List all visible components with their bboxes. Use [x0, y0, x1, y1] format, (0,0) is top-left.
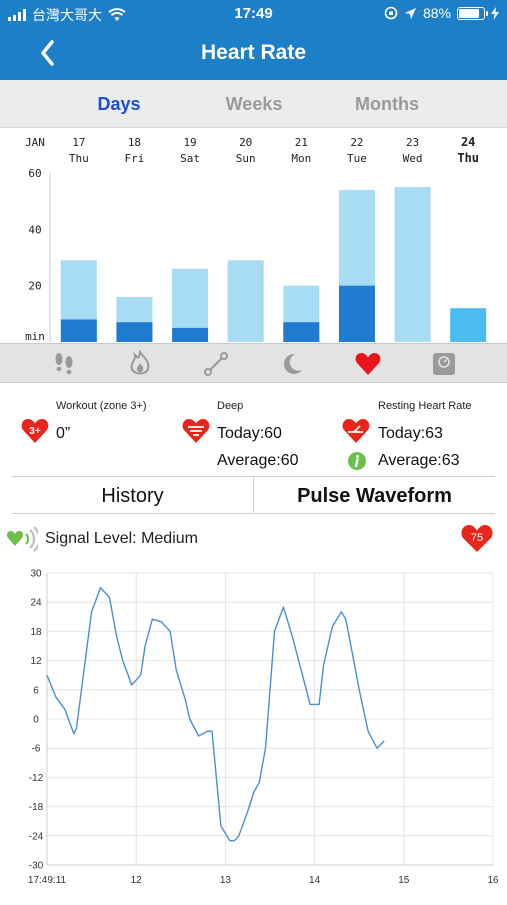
deep-sleep-bar[interactable] — [338, 285, 375, 342]
y-tick-label: 40 — [28, 223, 41, 236]
day-weekday-label[interactable]: Thu — [69, 152, 89, 165]
segment-months[interactable]: Months — [355, 94, 419, 114]
distance-icon[interactable] — [202, 350, 230, 378]
day-date-label[interactable]: 23 — [406, 136, 419, 149]
y-tick-label: 18 — [30, 627, 42, 638]
workout-value: 0” — [56, 425, 71, 442]
signal-level-label: Signal Level: Medium — [45, 530, 198, 547]
carrier-label: 台灣大哥大 — [32, 7, 102, 23]
day-weekday-label[interactable]: Sat — [180, 152, 200, 165]
day-date-label[interactable]: 18 — [128, 136, 141, 149]
day-date-label[interactable]: 21 — [295, 136, 308, 149]
y-tick-label: min — [25, 330, 45, 343]
day-date-label[interactable]: 20 — [239, 136, 252, 149]
month-label: JAN — [25, 136, 45, 149]
y-tick-label: -30 — [29, 861, 44, 872]
y-tick-label: -18 — [29, 802, 44, 813]
resting-label: Resting Heart Rate — [378, 400, 472, 412]
x-tick-label: 13 — [220, 875, 232, 886]
bpm-heart-badge: 75 — [461, 525, 493, 552]
segment-days[interactable]: Days — [97, 94, 141, 114]
back-chevron-icon[interactable] — [34, 36, 64, 70]
tab-divider — [253, 477, 254, 513]
period-segmented-control: Days Weeks Months — [0, 80, 507, 128]
tab-pulse-waveform[interactable]: Pulse Waveform — [297, 485, 452, 507]
wifi-icon — [108, 8, 126, 21]
status-bar: 台灣大哥大 17:49 88% — [0, 0, 507, 28]
resting-average-value: Average:63 — [378, 452, 460, 469]
resting-heart-icon — [342, 419, 370, 443]
day-weekday-label[interactable]: Mon — [291, 152, 311, 165]
total-sleep-bar[interactable] — [227, 260, 264, 342]
x-tick-label: 16 — [487, 875, 499, 886]
day-date-label[interactable]: 22 — [350, 136, 363, 149]
page-title: Heart Rate — [200, 41, 307, 64]
day-weekday-label[interactable]: Fri — [125, 152, 145, 165]
y-tick-label: -6 — [32, 744, 41, 755]
day-weekday-label[interactable]: Wed — [403, 152, 423, 165]
info-icon[interactable] — [347, 451, 367, 471]
y-tick-label: 6 — [33, 685, 39, 696]
cellular-signal-icon — [8, 9, 26, 21]
sleep-bar-chart: 60 40 20 min JAN 17 Thu 18 Fri 19 Sat 20 Sun 21 Mon 22 T… — [0, 128, 507, 343]
bpm-value: 75 — [471, 532, 483, 544]
y-tick-label: 12 — [30, 656, 42, 667]
signal-heart-icon — [7, 526, 38, 552]
segment-weeks[interactable]: Weeks — [225, 94, 283, 114]
scale-icon[interactable] — [430, 350, 458, 378]
pulse-waveform-chart: 30 24 18 12 6 0 -6 -12 -18 -24 -30 17:49:11 12 13 14 15… — [0, 560, 507, 900]
y-tick-label: 24 — [30, 598, 42, 609]
x-tick-label: 17:49:11 — [28, 875, 67, 886]
y-tick-label: 20 — [28, 280, 41, 293]
battery-icon — [457, 6, 488, 20]
workout-badge-text: 3+ — [29, 426, 41, 437]
rotation-lock-icon — [384, 6, 398, 20]
x-tick-label: 12 — [131, 875, 143, 886]
steps-icon[interactable] — [50, 350, 78, 378]
heart-stats-panel: 3+ Workout (zone 3+) 0” Deep Today:60 Av… — [0, 390, 507, 475]
calories-flame-icon[interactable] — [126, 350, 154, 378]
day-date-label[interactable]: 17 — [72, 136, 85, 149]
deep-label: Deep — [217, 400, 244, 412]
workout-heart-icon: 3+ — [21, 419, 49, 443]
deep-sleep-bar[interactable] — [172, 327, 209, 342]
total-sleep-bar[interactable] — [450, 308, 487, 342]
y-tick-label: 60 — [28, 167, 41, 180]
status-time: 17:49 — [234, 5, 273, 22]
nav-bar: Heart Rate — [0, 28, 507, 80]
y-tick-label: 30 — [30, 569, 42, 580]
day-weekday-label[interactable]: Thu — [457, 151, 479, 165]
deep-sleep-heart-icon — [182, 419, 210, 443]
deep-sleep-bar[interactable] — [60, 319, 97, 342]
pulse-waveform-line — [46, 586, 385, 842]
metric-icon-bar — [0, 343, 507, 383]
deep-sleep-bar[interactable] — [283, 322, 320, 342]
x-tick-label: 15 — [398, 875, 410, 886]
deep-average-value: Average:60 — [217, 452, 299, 469]
location-arrow-icon — [404, 7, 416, 19]
history-pulse-tabs: History Pulse Waveform — [12, 476, 495, 514]
day-date-label[interactable]: 24 — [461, 135, 475, 149]
deep-sleep-bar[interactable] — [116, 322, 153, 342]
y-tick-label: -12 — [29, 773, 44, 784]
total-sleep-bar[interactable] — [394, 187, 431, 342]
heart-icon[interactable] — [354, 350, 382, 378]
charging-bolt-icon — [491, 6, 499, 20]
y-tick-label: 0 — [33, 715, 39, 726]
y-tick-label: -24 — [29, 831, 44, 842]
x-tick-label: 14 — [309, 875, 321, 886]
sleep-bar-chart-svg: 60 40 20 min JAN 17 Thu 18 Fri 19 Sat 20 Sun 21 Mon 22 T… — [25, 135, 487, 343]
pulse-waveform-svg: 30 24 18 12 6 0 -6 -12 -18 -24 -30 17:49:11 12 13 14 15… — [28, 569, 499, 887]
day-date-label[interactable]: 19 — [183, 136, 196, 149]
sleep-moon-icon[interactable] — [278, 350, 306, 378]
day-weekday-label[interactable]: Tue — [347, 152, 367, 165]
deep-today-value: Today:60 — [217, 425, 282, 442]
signal-row: Signal Level: Medium 75 — [0, 520, 507, 560]
tab-history[interactable]: History — [101, 485, 164, 507]
resting-today-value: Today:63 — [378, 425, 443, 442]
workout-label: Workout (zone 3+) — [56, 400, 147, 412]
day-weekday-label[interactable]: Sun — [236, 152, 256, 165]
battery-percent: 88% — [422, 5, 451, 21]
